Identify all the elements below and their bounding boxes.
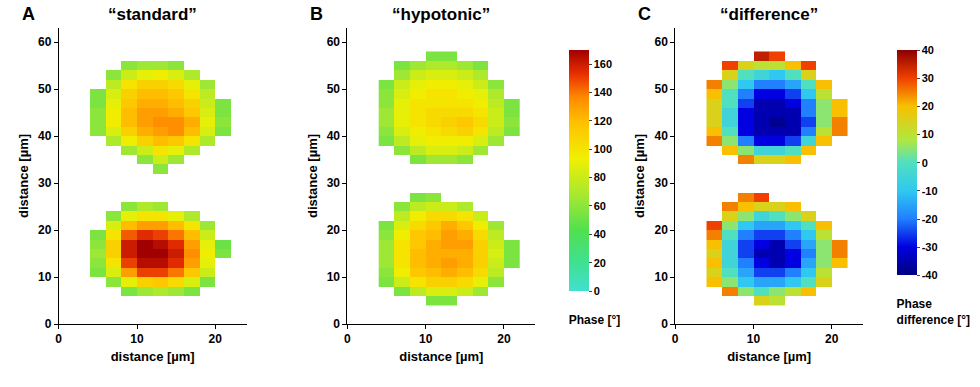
svg-text:0: 0 xyxy=(344,332,351,346)
svg-text:distance [µm]: distance [µm] xyxy=(111,349,195,364)
svg-text:80: 80 xyxy=(594,171,606,183)
svg-text:-30: -30 xyxy=(922,241,938,253)
svg-text:20: 20 xyxy=(825,332,839,346)
svg-text:B: B xyxy=(310,4,323,24)
svg-text:“hypotonic”: “hypotonic” xyxy=(392,5,490,24)
svg-text:40: 40 xyxy=(654,129,668,143)
svg-text:50: 50 xyxy=(654,82,668,96)
svg-text:distance [µm]: distance [µm] xyxy=(632,134,647,218)
svg-text:0: 0 xyxy=(333,317,340,331)
svg-text:0: 0 xyxy=(45,317,52,331)
svg-text:10: 10 xyxy=(419,332,433,346)
svg-text:60: 60 xyxy=(38,35,52,49)
svg-text:140: 140 xyxy=(594,86,612,98)
svg-text:10: 10 xyxy=(654,270,668,284)
svg-text:50: 50 xyxy=(327,82,341,96)
svg-text:Phase [°]: Phase [°] xyxy=(569,313,620,327)
svg-text:30: 30 xyxy=(922,72,934,84)
svg-text:60: 60 xyxy=(594,200,606,212)
svg-text:20: 20 xyxy=(594,257,606,269)
svg-text:20: 20 xyxy=(497,332,511,346)
svg-text:160: 160 xyxy=(594,58,612,70)
svg-text:A: A xyxy=(22,4,35,24)
svg-text:60: 60 xyxy=(654,35,668,49)
svg-text:20: 20 xyxy=(654,223,668,237)
svg-text:40: 40 xyxy=(594,228,606,240)
svg-text:60: 60 xyxy=(327,35,341,49)
svg-text:0: 0 xyxy=(672,332,679,346)
svg-text:100: 100 xyxy=(594,143,612,155)
svg-text:20: 20 xyxy=(327,223,341,237)
svg-text:distance [µm]: distance [µm] xyxy=(305,134,320,218)
svg-text:30: 30 xyxy=(38,176,52,190)
svg-text:0: 0 xyxy=(55,332,62,346)
svg-text:0: 0 xyxy=(922,157,928,169)
svg-text:30: 30 xyxy=(654,176,668,190)
svg-text:distance [µm]: distance [µm] xyxy=(399,349,483,364)
svg-text:10: 10 xyxy=(922,128,934,140)
svg-text:10: 10 xyxy=(747,332,761,346)
svg-text:40: 40 xyxy=(38,129,52,143)
svg-text:distance [µm]: distance [µm] xyxy=(16,134,31,218)
svg-text:40: 40 xyxy=(922,44,934,56)
svg-text:120: 120 xyxy=(594,115,612,127)
svg-text:distance [µm]: distance [µm] xyxy=(727,349,811,364)
svg-text:10: 10 xyxy=(327,270,341,284)
svg-text:50: 50 xyxy=(38,82,52,96)
svg-text:10: 10 xyxy=(130,332,144,346)
svg-text:30: 30 xyxy=(327,176,341,190)
svg-text:0: 0 xyxy=(661,317,668,331)
svg-text:20: 20 xyxy=(209,332,223,346)
svg-text:40: 40 xyxy=(327,129,341,143)
svg-text:10: 10 xyxy=(38,270,52,284)
svg-text:Phasedifference [°]: Phasedifference [°] xyxy=(897,297,970,327)
svg-text:0: 0 xyxy=(594,285,600,297)
svg-text:20: 20 xyxy=(922,100,934,112)
svg-text:C: C xyxy=(638,4,651,24)
svg-text:“standard”: “standard” xyxy=(108,5,197,24)
svg-text:20: 20 xyxy=(38,223,52,237)
svg-text:-10: -10 xyxy=(922,185,938,197)
svg-text:-40: -40 xyxy=(922,269,938,281)
svg-text:-20: -20 xyxy=(922,213,938,225)
svg-text:“difference”: “difference” xyxy=(720,5,818,24)
